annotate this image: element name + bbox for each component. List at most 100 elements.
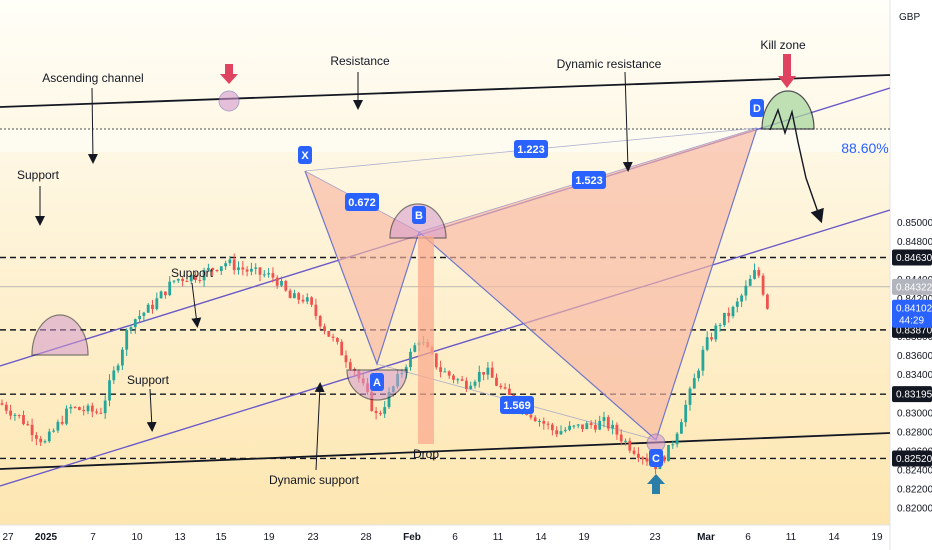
candle-countdown: 44:29: [899, 315, 924, 326]
pattern-point-label: D: [753, 103, 761, 115]
candle-body: [47, 431, 51, 442]
candle-body: [305, 297, 309, 302]
candle-body: [348, 362, 352, 370]
candle-body: [387, 391, 391, 408]
candle-body: [293, 293, 296, 299]
candle-body: [17, 414, 21, 416]
annotation-label: Dynamic support: [269, 473, 360, 487]
annotation-pointer: [622, 71, 633, 172]
candle-body: [533, 417, 537, 422]
candle-body: [228, 259, 232, 264]
annotation-label: Support: [127, 373, 170, 387]
candle-body: [443, 371, 447, 373]
price-tag-bg: [892, 249, 932, 266]
candle-body: [56, 421, 60, 431]
candle-body: [13, 414, 17, 416]
candle-body: [344, 355, 348, 363]
candle-body: [172, 280, 176, 282]
candle-body: [374, 410, 378, 414]
reversal-arrow-icon: [647, 474, 665, 494]
candle-body: [30, 424, 34, 436]
candle-body: [43, 441, 47, 443]
annotation-label: Ascending channel: [42, 71, 143, 85]
candle-body: [207, 267, 210, 270]
candle-body: [99, 412, 103, 414]
candle-body: [327, 331, 331, 337]
annotation-pointer: [87, 87, 98, 164]
candle-body: [271, 273, 275, 278]
candle-body: [490, 367, 494, 378]
candle-body: [589, 423, 593, 425]
candle-body: [628, 440, 632, 451]
candle-body: [9, 410, 12, 416]
candle-body: [731, 306, 735, 317]
channel-bottom-line: [0, 432, 891, 470]
candle-body: [168, 281, 172, 296]
candle-body: [219, 266, 223, 271]
candle-body: [460, 379, 464, 381]
candle-body: [529, 414, 533, 418]
pattern-xab: [305, 171, 419, 364]
candle-body: [60, 421, 64, 424]
y-tick-label: 0.83600: [897, 351, 932, 362]
annotation-label: Support: [171, 266, 214, 280]
currency-label: GBP: [899, 12, 920, 23]
price-tag: 0.83195: [896, 390, 932, 401]
annotation-label: Resistance: [330, 54, 390, 68]
time-axis[interactable]: 27 2025 7 10 13 15 19 23 28 Feb 6 11 14 19 23 Mar 6 11 14 1…: [2, 532, 883, 543]
price-tag: 0.84630: [896, 253, 932, 264]
annotation-pointer: [314, 382, 325, 471]
support-touch-left: [31, 314, 89, 356]
candle-body: [697, 370, 700, 379]
y-tick-label: 0.82200: [897, 484, 932, 495]
candle-body: [198, 279, 202, 281]
candle-body: [675, 433, 679, 445]
price-tag-bg: [892, 386, 932, 403]
pattern-point-badge: [412, 206, 426, 224]
candle-body: [701, 349, 705, 371]
annotation-label: Kill zone: [760, 38, 806, 52]
candle-body: [4, 404, 8, 411]
candle-body: [714, 325, 718, 340]
candle-body: [151, 304, 154, 310]
candle-body: [379, 413, 382, 415]
annotation-pointer: [191, 282, 202, 328]
candle-body: [439, 367, 442, 372]
x-tick-label: 2025: [35, 532, 58, 543]
candle-body: [90, 405, 94, 412]
x-tick-label: 14: [535, 532, 547, 543]
candle-body: [705, 337, 709, 350]
y-tick-label: 0.83000: [897, 408, 932, 419]
candle-body: [146, 304, 150, 313]
candle-body: [189, 274, 193, 282]
y-tick-label: 0.84200: [897, 294, 932, 305]
price-tag-bg: [892, 450, 932, 467]
x-tick-label: 27: [2, 532, 14, 543]
x-tick-label: 19: [263, 532, 275, 543]
candle-body: [318, 316, 322, 327]
fib-level-label: 88.60%: [841, 140, 888, 156]
candle-body: [0, 403, 4, 405]
reference-band: [0, 129, 890, 152]
candle-body: [680, 422, 683, 434]
candle-body: [482, 372, 485, 375]
y-tick-label: 0.84800: [897, 237, 932, 248]
price-axis[interactable]: 0.850000.848000.846000.844000.842000.840…: [892, 218, 932, 515]
annotation-label: Support: [17, 168, 60, 182]
candle-body: [323, 326, 326, 332]
candle-body: [116, 365, 120, 371]
price-tag: 0.82520: [896, 454, 932, 465]
candle-body: [159, 291, 163, 299]
annotation-label: Drop: [413, 447, 439, 461]
x-tick-label: 10: [131, 532, 143, 543]
pattern-point-badge: [298, 146, 312, 164]
y-tick-label: 0.83400: [897, 370, 932, 381]
candle-body: [22, 415, 25, 425]
candle-body: [469, 385, 473, 389]
ratio-label: 1.523: [575, 175, 603, 187]
candle-body: [452, 375, 455, 380]
candle-body: [542, 420, 546, 424]
pattern-point-label: A: [373, 377, 381, 389]
candle-body: [748, 278, 752, 286]
